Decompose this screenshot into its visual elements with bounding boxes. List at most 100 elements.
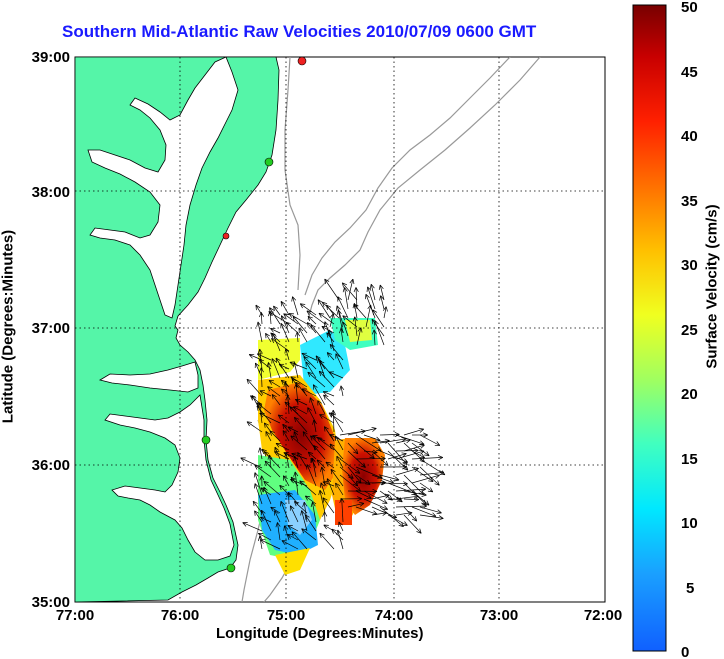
velocity-arrowhead — [373, 329, 377, 335]
velocity-arrow — [242, 522, 263, 532]
colorbar — [632, 4, 667, 652]
velocity-arrowhead — [378, 446, 382, 452]
velocity-arrowhead — [423, 432, 428, 436]
velocity-arrowhead — [424, 454, 430, 457]
velocity-arrowhead — [270, 328, 274, 333]
velocity-arrow — [395, 512, 413, 516]
velocity-arrow — [403, 474, 424, 495]
velocity-arrowhead — [301, 528, 305, 534]
velocity-arrowhead — [357, 468, 361, 474]
velocity-arrowhead — [357, 327, 362, 332]
station-marker-green[interactable] — [226, 563, 236, 573]
velocity-arrowhead — [297, 452, 302, 456]
colorbar-label: Surface Velocity (cm/s) — [703, 204, 721, 369]
velocity-arrowhead — [301, 510, 306, 515]
velocity-arrowhead — [421, 488, 427, 492]
velocity-arrowhead — [261, 449, 264, 455]
velocity-arrowhead — [323, 524, 327, 530]
velocity-arrowhead — [269, 430, 272, 436]
x-ticks: 77:00 76:00 75:00 74:00 73:00 72:00 — [56, 607, 622, 624]
velocity-arrowhead — [274, 451, 278, 456]
velocity-arrowhead — [335, 482, 340, 486]
velocity-arrow — [337, 529, 344, 550]
velocity-arrow — [363, 498, 388, 510]
velocity-arrowhead — [294, 455, 299, 461]
velocity-arrowhead — [380, 456, 386, 459]
velocity-arrow — [294, 456, 299, 469]
velocity-arrowhead — [369, 284, 372, 290]
station-marker-green[interactable] — [201, 435, 211, 445]
velocity-arrowhead — [406, 439, 411, 444]
velocity-arrowhead — [328, 412, 332, 418]
velocity-arrowhead — [340, 328, 344, 333]
velocity-arrowhead — [414, 516, 418, 522]
velocity-arrowhead — [420, 440, 425, 445]
velocity-arrow — [317, 299, 331, 319]
station-marker-red[interactable] — [297, 57, 307, 66]
velocity-arrow — [293, 362, 299, 379]
velocity-arrowhead — [255, 304, 261, 309]
velocity-arrow — [347, 466, 362, 484]
velocity-arrowhead — [357, 498, 362, 502]
velocity-arrow — [273, 305, 281, 316]
velocity-arrowhead — [305, 495, 311, 498]
velocity-arrowhead — [414, 499, 420, 502]
velocity-arrowhead — [352, 483, 358, 487]
velocity-arrowhead — [321, 326, 326, 331]
velocity-arrowhead — [322, 511, 325, 517]
velocity-arrowhead — [289, 361, 294, 367]
velocity-arrowhead — [273, 305, 275, 311]
velocity-arrowhead — [404, 521, 408, 526]
velocity-arrow — [379, 434, 400, 436]
colorbar-tick-label: 50 — [681, 0, 698, 16]
velocity-arrowhead — [260, 367, 264, 373]
velocity-arrowhead — [317, 299, 323, 303]
velocity-arrowhead — [260, 312, 265, 317]
velocity-arrowhead — [375, 440, 381, 442]
velocity-arrow — [329, 344, 344, 361]
velocity-arrowhead — [402, 466, 407, 470]
velocity-arrow — [281, 388, 290, 397]
station-marker-red[interactable] — [222, 232, 230, 240]
velocity-arrowhead — [264, 460, 270, 464]
velocity-arrowhead — [263, 422, 266, 428]
velocity-arrowhead — [384, 438, 390, 441]
velocity-arrowhead — [257, 536, 261, 542]
velocity-arrowhead — [435, 474, 440, 479]
velocity-arrowhead — [332, 409, 336, 415]
velocity-arrowhead — [267, 454, 270, 460]
velocity-arrowhead — [325, 461, 329, 467]
velocity-arrowhead — [307, 322, 312, 325]
velocity-arrowhead — [437, 480, 440, 486]
velocity-arrowhead — [300, 510, 302, 516]
velocity-arrow — [342, 282, 358, 301]
velocity-arrowhead — [324, 511, 328, 517]
velocity-arrowhead — [293, 471, 296, 477]
velocity-arrow — [307, 371, 326, 388]
velocity-arrow — [259, 412, 281, 424]
velocity-arrowhead — [258, 359, 262, 365]
velocity-arrowhead — [394, 476, 400, 481]
velocity-arrowhead — [335, 353, 340, 358]
velocity-arrowhead — [376, 436, 381, 441]
velocity-arrowhead — [323, 321, 326, 327]
velocity-arrowhead — [436, 512, 442, 515]
colorbar-tick-label: 35 — [681, 193, 698, 210]
velocity-arrow — [290, 435, 308, 451]
velocity-arrow — [293, 431, 299, 442]
velocity-arrowhead — [260, 487, 264, 493]
velocity-arrowhead — [367, 304, 371, 310]
velocity-arrow — [363, 450, 378, 453]
station-marker-green[interactable] — [264, 157, 274, 167]
velocity-arrowhead — [310, 502, 313, 508]
velocity-arrowhead — [270, 507, 274, 512]
velocity-arrowhead — [287, 395, 291, 400]
velocity-arrowhead — [374, 320, 376, 326]
velocity-arrowhead — [374, 320, 379, 325]
velocity-arrowhead — [326, 304, 332, 308]
velocity-arrow — [322, 481, 335, 487]
velocity-arrow — [403, 490, 427, 496]
velocity-arrowhead — [294, 417, 296, 423]
velocity-arrowhead — [291, 531, 297, 535]
